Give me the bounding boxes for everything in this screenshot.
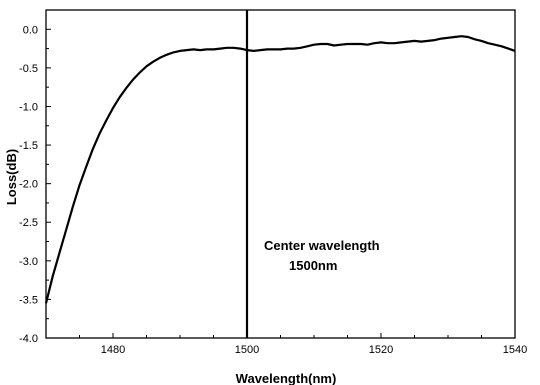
annotation-line1: Center wavelength: [264, 238, 380, 253]
x-tick-label: 1520: [369, 344, 393, 356]
y-tick-label: -3.0: [19, 256, 38, 268]
y-tick-label: -3.5: [19, 294, 38, 306]
plot-area-frame: [45, 9, 516, 339]
y-tick-label: -2.0: [19, 179, 38, 191]
x-tick-label: 1540: [503, 344, 527, 356]
x-tick-label: 1480: [101, 344, 125, 356]
y-tick-label: -4.0: [19, 333, 38, 345]
y-tick-label: -0.5: [19, 63, 38, 75]
annotation-line2: 1500nm: [289, 258, 337, 273]
y-axis-title: Loss(dB): [4, 149, 19, 205]
plot-frame: [45, 9, 516, 339]
y-tick-label: -2.5: [19, 217, 38, 229]
y-tick-label: -1.5: [19, 140, 38, 152]
axis-ticks: 1480 1500 1520 1540 0.0 -0.5 -1.0 -1.5 -2.0 -2.5 -…: [19, 24, 527, 356]
loss-curve: [44, 35, 516, 304]
series-group: [44, 10, 516, 338]
x-tick-label: 1500: [235, 344, 259, 356]
y-tick-label: 0.0: [23, 24, 38, 36]
x-axis-title: Wavelength(nm): [236, 371, 337, 385]
y-tick-label: -1.0: [19, 101, 38, 113]
